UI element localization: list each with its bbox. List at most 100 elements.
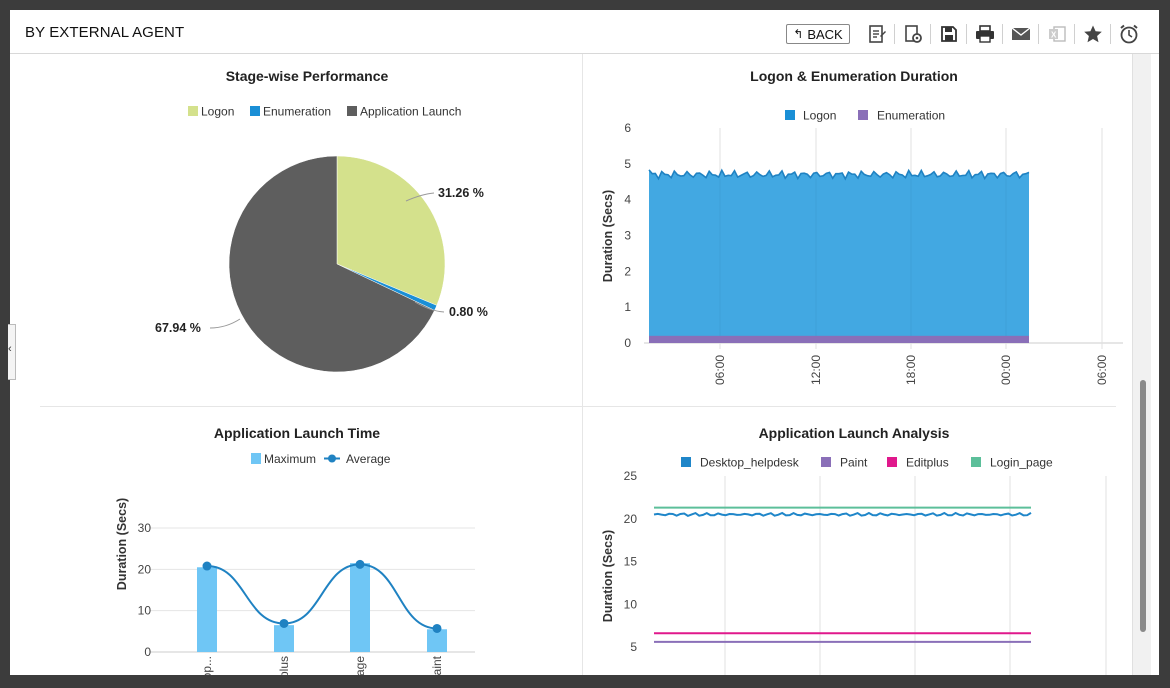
legend-label-enumeration[interactable]: Enumeration — [877, 109, 945, 123]
legend-label-login-page[interactable]: Login_page — [990, 456, 1053, 470]
excel-icon[interactable]: X — [1046, 23, 1068, 45]
legend-label-average[interactable]: Average — [346, 452, 391, 466]
back-button[interactable]: ↰ BACK — [786, 24, 850, 44]
stage-wise-performance-chart: Stage-wise Performance Logon Enumeration… — [155, 68, 488, 373]
chart-legend: Logon Enumeration — [785, 109, 945, 123]
y-axis-label: Duration (Secs) — [601, 190, 615, 282]
chart-title: Stage-wise Performance — [226, 68, 389, 84]
y-tick-label: 30 — [138, 521, 152, 535]
line-series — [653, 506, 1032, 643]
area-series — [648, 168, 1030, 343]
x-tick-label: Editplus — [277, 656, 291, 675]
x-tick-label: 00:00 — [999, 355, 1013, 385]
svg-text:X: X — [1051, 31, 1057, 40]
y-axis-ticks: 5 10 15 20 25 — [624, 469, 638, 654]
y-tick-label: 25 — [624, 469, 638, 483]
legend-label-editplus[interactable]: Editplus — [906, 456, 949, 470]
legend-label-application-launch[interactable]: Application Launch — [360, 105, 461, 119]
chart-legend: Logon Enumeration Application Launch — [188, 105, 461, 119]
back-arrow-icon: ↰ — [793, 27, 804, 41]
page-title: BY EXTERNAL AGENT — [25, 24, 185, 41]
y-axis-ticks: 0 10 20 30 — [138, 521, 152, 659]
email-icon[interactable] — [1010, 23, 1032, 45]
x-tick-label: 06:00 — [713, 355, 727, 385]
legend-label-enumeration[interactable]: Enumeration — [263, 105, 331, 119]
area-enumeration[interactable] — [649, 335, 1029, 343]
y-tick-label: 0 — [144, 645, 151, 659]
average-spline — [206, 563, 438, 630]
pie-slice-logon[interactable] — [336, 155, 446, 306]
x-tick-label: Desktop... — [200, 656, 214, 675]
legend-swatch-logon — [785, 110, 795, 120]
average-marker[interactable] — [279, 618, 289, 628]
legend-label-paint[interactable]: Paint — [840, 456, 868, 470]
application-launch-time-chart: Application Launch Time Maximum Average … — [115, 425, 475, 675]
y-tick-label: 5 — [630, 640, 637, 654]
data-label-enumeration: 0.80 % — [449, 305, 488, 319]
x-tick-label: 18:00 — [904, 355, 918, 385]
report-window: BY EXTERNAL AGENT ↰ BACK X — [10, 10, 1159, 675]
bar-maximum[interactable] — [274, 625, 294, 652]
favorite-star-icon[interactable] — [1082, 23, 1104, 45]
y-tick-label: 0 — [624, 336, 631, 350]
legend-swatch-logon — [188, 106, 198, 116]
alarm-clock-icon[interactable] — [1118, 23, 1140, 45]
header-bar: BY EXTERNAL AGENT ↰ BACK X — [10, 10, 1159, 54]
chart-title: Application Launch Time — [214, 425, 380, 441]
settings-report-icon[interactable] — [902, 23, 924, 45]
x-axis-ticks: 06:00 12:00 18:00 00:00 06:00 — [713, 355, 1109, 385]
y-tick-label: 15 — [624, 555, 638, 569]
logon-enumeration-duration-chart: Logon & Enumeration Duration Logon Enume… — [601, 68, 1123, 385]
average-marker[interactable] — [432, 623, 442, 633]
bar-series-maximum — [197, 563, 447, 652]
print-icon[interactable] — [974, 23, 996, 45]
back-button-label: BACK — [807, 26, 843, 42]
x-tick-label: Paint — [430, 655, 444, 675]
chart-legend: Maximum Average — [251, 452, 391, 466]
report-icon[interactable] — [866, 23, 888, 45]
y-tick-label: 20 — [138, 562, 152, 576]
legend-swatch-enumeration — [250, 106, 260, 116]
legend-label-maximum[interactable]: Maximum — [264, 452, 316, 466]
bar-maximum[interactable] — [350, 563, 370, 652]
y-tick-label: 1 — [624, 300, 631, 314]
bar-maximum[interactable] — [197, 567, 217, 652]
legend-swatch-enumeration — [858, 110, 868, 120]
legend-swatch-desktop-helpdesk — [681, 457, 691, 467]
x-tick-label: 12:00 — [809, 355, 823, 385]
data-label-application-launch: 67.94 % — [155, 321, 201, 335]
chart-title: Application Launch Analysis — [759, 425, 950, 441]
chart-title: Logon & Enumeration Duration — [750, 68, 958, 84]
legend-label-logon[interactable]: Logon — [201, 105, 234, 119]
y-axis-label: Duration (Secs) — [115, 498, 129, 590]
scrollbar-thumb[interactable] — [1140, 380, 1146, 632]
pie-slice-application-launch[interactable] — [228, 155, 435, 373]
legend-marker-average — [328, 454, 336, 463]
connector-logon — [405, 192, 435, 202]
average-marker[interactable] — [202, 561, 212, 571]
line-desktop-helpdesk[interactable] — [653, 511, 1032, 518]
chart-legend: Desktop_helpdesk Paint Editplus Login_pa… — [681, 456, 1053, 470]
panel-divider-horizontal — [40, 406, 1116, 407]
vertical-scrollbar[interactable] — [1132, 54, 1151, 675]
y-axis-ticks: 0 1 2 3 4 5 6 — [624, 121, 631, 350]
y-tick-label: 5 — [624, 157, 631, 171]
sidebar-toggle[interactable]: ‹ — [8, 324, 16, 380]
pie-slices — [228, 155, 446, 373]
x-tick-label: 06:00 — [1095, 355, 1109, 385]
y-tick-label: 2 — [624, 264, 631, 278]
legend-label-desktop-helpdesk[interactable]: Desktop_helpdesk — [700, 456, 800, 470]
x-axis-ticks: Desktop... Editplus Login_page Paint — [200, 655, 444, 675]
y-axis-label: Duration (Secs) — [601, 530, 615, 622]
y-tick-label: 3 — [624, 229, 631, 243]
legend-swatch-editplus — [887, 457, 897, 467]
save-icon[interactable] — [938, 23, 960, 45]
average-marker[interactable] — [355, 559, 365, 569]
application-launch-analysis-chart: Application Launch Analysis Desktop_help… — [601, 425, 1107, 675]
connector-application-launch — [209, 318, 241, 329]
bar-maximum[interactable] — [427, 629, 447, 652]
legend-swatch-login-page — [971, 457, 981, 467]
legend-label-logon[interactable]: Logon — [803, 109, 836, 123]
panel-divider-vertical — [582, 54, 583, 675]
area-logon[interactable] — [649, 169, 1029, 343]
